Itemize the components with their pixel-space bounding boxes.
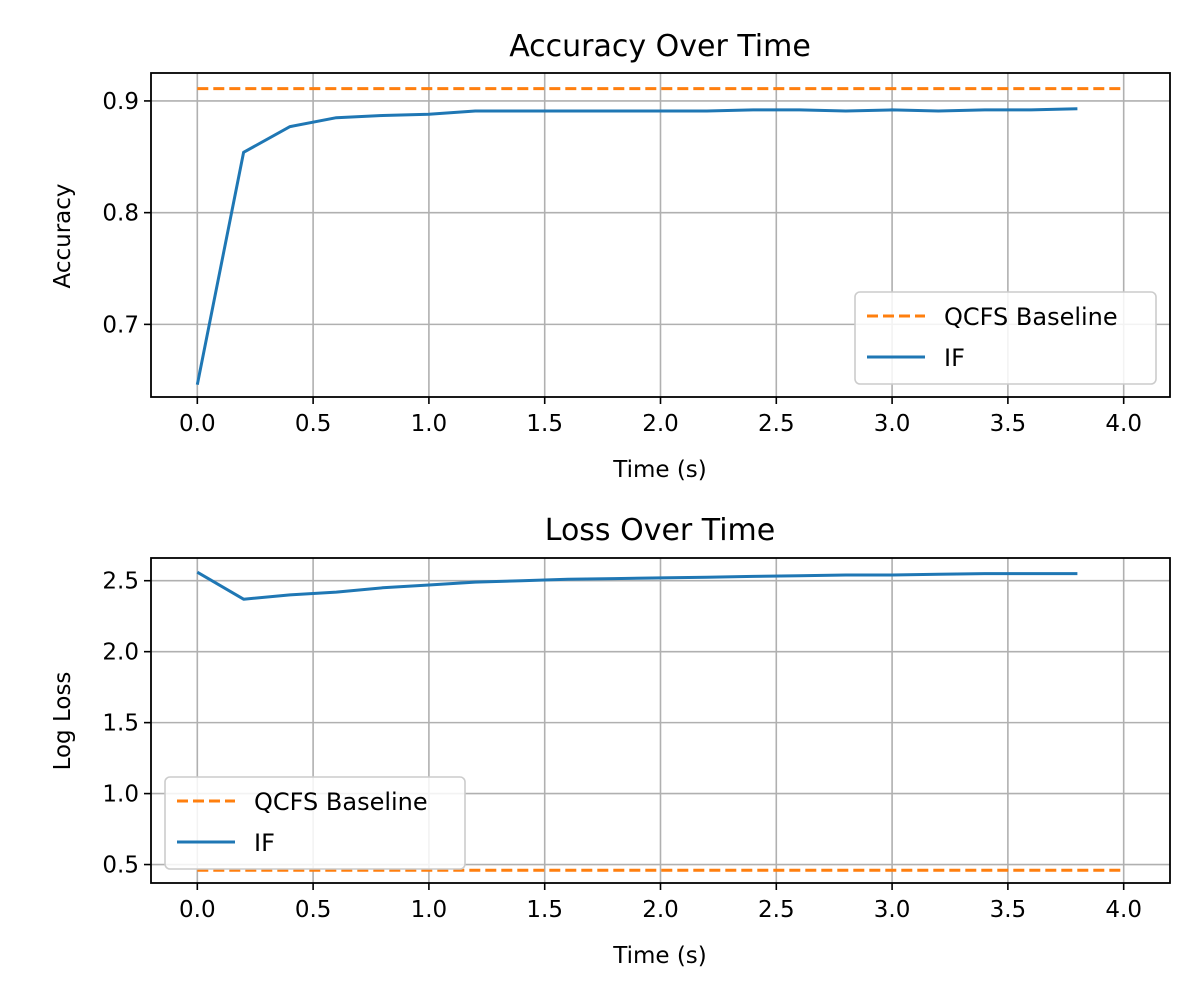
x-tick-label: 2.5 [758,897,795,923]
legend-box [164,776,466,870]
legend-label: IF [254,829,275,857]
chart-title: Accuracy Over Time [509,29,811,64]
accuracy-chart: Accuracy Over Time Time (s) Accuracy 0.0… [50,29,1171,483]
x-tick-label: 1.0 [411,411,448,437]
y-tick-label: 1.0 [102,782,139,808]
legend-label: QCFS Baseline [944,303,1118,331]
x-tick-label: 3.5 [990,897,1027,923]
loss-chart: Loss Over Time Time (s) Log Loss 0.0 0.5 1… [50,513,1171,969]
series-line-if [196,570,1078,601]
x-tick-label: 2.5 [758,411,795,437]
x-tick-label: 4.0 [1105,411,1142,437]
x-tick-label: 1.5 [526,411,563,437]
y-tick-label: 0.5 [102,853,139,879]
x-tick-label: 0.0 [179,897,216,923]
legend: QCFS Baseline IF [854,291,1157,385]
x-tick-label: 3.0 [874,411,911,437]
legend-box [854,291,1157,385]
x-tick-label: 0.0 [179,411,216,437]
chart-title: Loss Over Time [545,513,775,548]
y-tick-label: 0.8 [102,201,139,227]
x-tick-label: 1.5 [526,897,563,923]
y-tick-label: 0.9 [102,89,139,115]
y-tick-label: 2.0 [102,640,139,666]
x-tick-label: 2.0 [642,897,679,923]
x-axis-label: Time (s) [612,457,707,483]
series-line-if [195,107,1078,385]
x-tick-label: 3.5 [990,411,1027,437]
legend-label: QCFS Baseline [254,788,428,816]
y-axis-label: Log Loss [50,672,76,771]
legend-label: IF [944,344,965,372]
y-tick-label: 1.5 [102,711,139,737]
x-tick-label: 0.5 [295,897,332,923]
x-tick-label: 3.0 [874,897,911,923]
x-tick-label: 1.0 [411,897,448,923]
x-axis-label: Time (s) [612,943,707,969]
y-tick-label: 0.7 [102,312,139,338]
x-tick-label: 4.0 [1105,897,1142,923]
x-tick-label: 2.0 [642,411,679,437]
legend: QCFS Baseline IF [164,776,466,870]
x-tick-label: 0.5 [295,411,332,437]
y-tick-label: 2.5 [102,569,139,595]
y-axis-label: Accuracy [50,183,76,288]
